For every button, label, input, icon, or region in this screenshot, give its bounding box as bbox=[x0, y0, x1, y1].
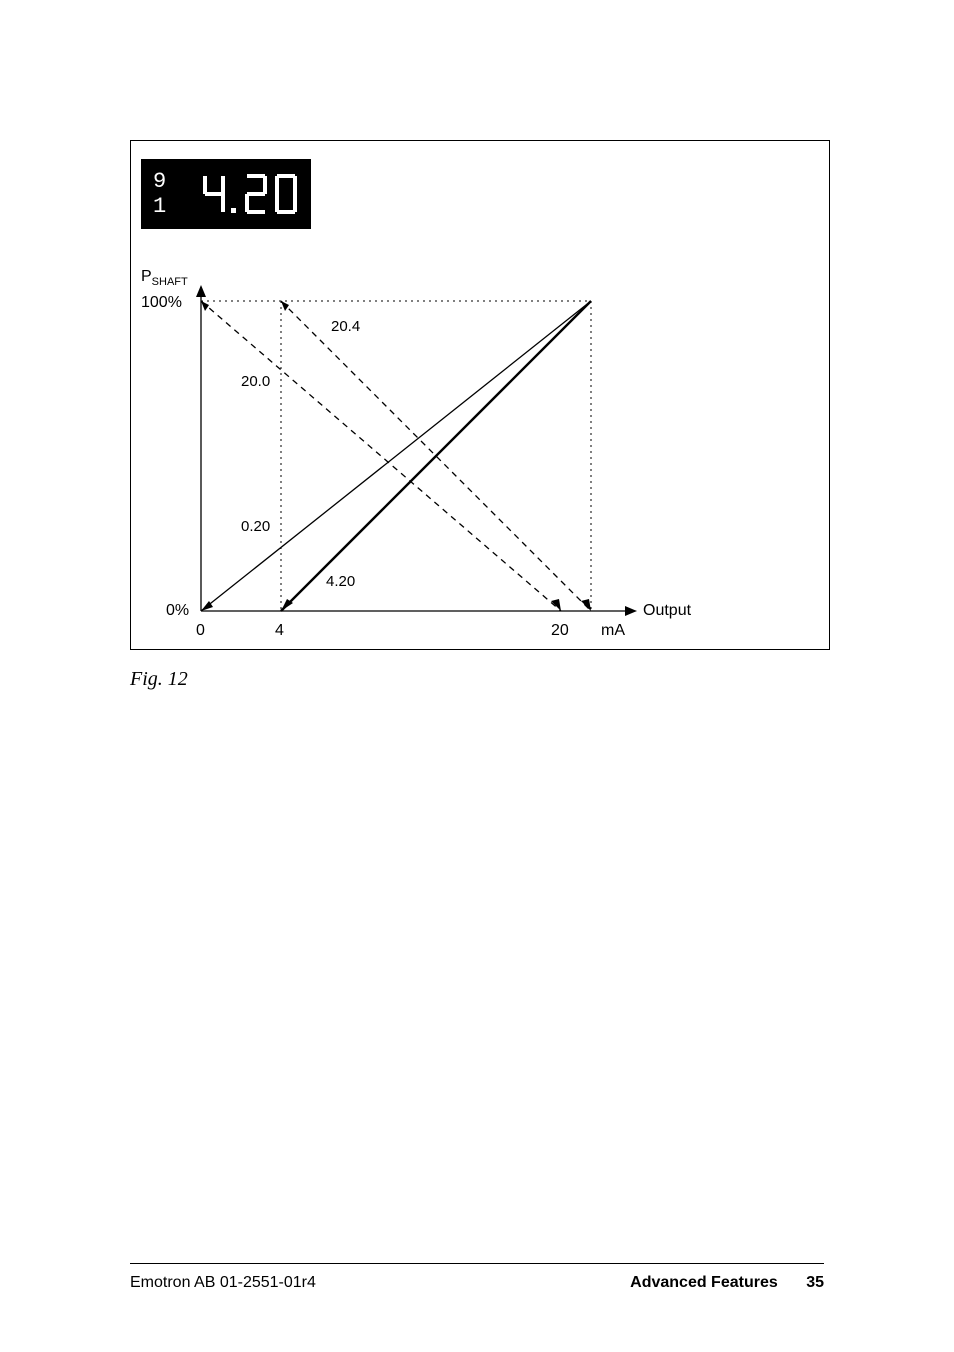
figure-caption: Fig. 12 bbox=[130, 668, 824, 691]
label-0-20: 0.20 bbox=[241, 518, 270, 535]
footer-left: Emotron AB 01-2551-01r4 bbox=[130, 1274, 316, 1292]
lcd-display: 9 1 bbox=[141, 159, 311, 229]
lcd-big-digits bbox=[201, 170, 311, 218]
y-axis-label: PSHAFT bbox=[141, 268, 188, 288]
label-20-4: 20.4 bbox=[331, 318, 360, 335]
y-tick-0: 0% bbox=[166, 602, 189, 619]
label-20-0: 20.0 bbox=[241, 373, 270, 390]
figure-box: 9 1 bbox=[130, 140, 830, 650]
output-chart: PSHAFT 100% 0% 0 4 20 mA Output bbox=[131, 241, 831, 651]
x-tick-4: 4 bbox=[275, 622, 284, 639]
x-axis-label: Output bbox=[643, 602, 692, 619]
x-tick-20: 20 bbox=[551, 622, 569, 639]
x-tick-0: 0 bbox=[196, 622, 205, 639]
page-footer: Emotron AB 01-2551-01r4 Advanced Feature… bbox=[130, 1263, 824, 1292]
footer-right: Advanced Features 35 bbox=[630, 1274, 824, 1292]
y-tick-100: 100% bbox=[141, 294, 182, 311]
x-unit: mA bbox=[601, 622, 625, 639]
footer-page: 35 bbox=[806, 1274, 824, 1291]
label-4-20: 4.20 bbox=[326, 573, 355, 590]
footer-section: Advanced Features bbox=[630, 1274, 778, 1291]
lcd-small-digits: 9 1 bbox=[153, 169, 193, 219]
